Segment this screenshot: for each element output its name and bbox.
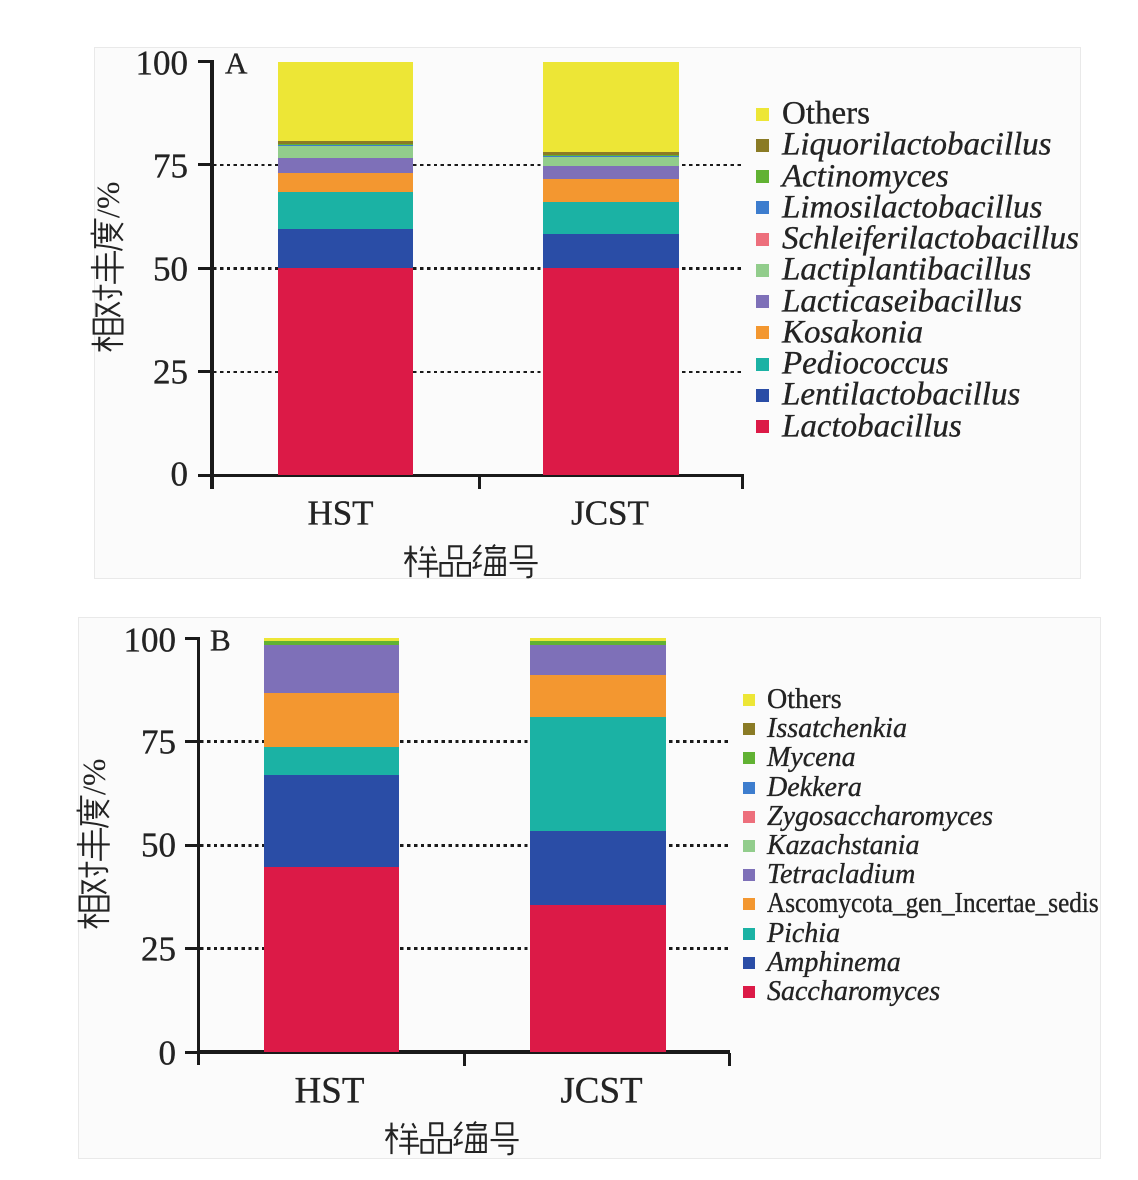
svg-text:/%: /% — [77, 758, 113, 795]
svg-text:/%: /% — [91, 181, 127, 218]
